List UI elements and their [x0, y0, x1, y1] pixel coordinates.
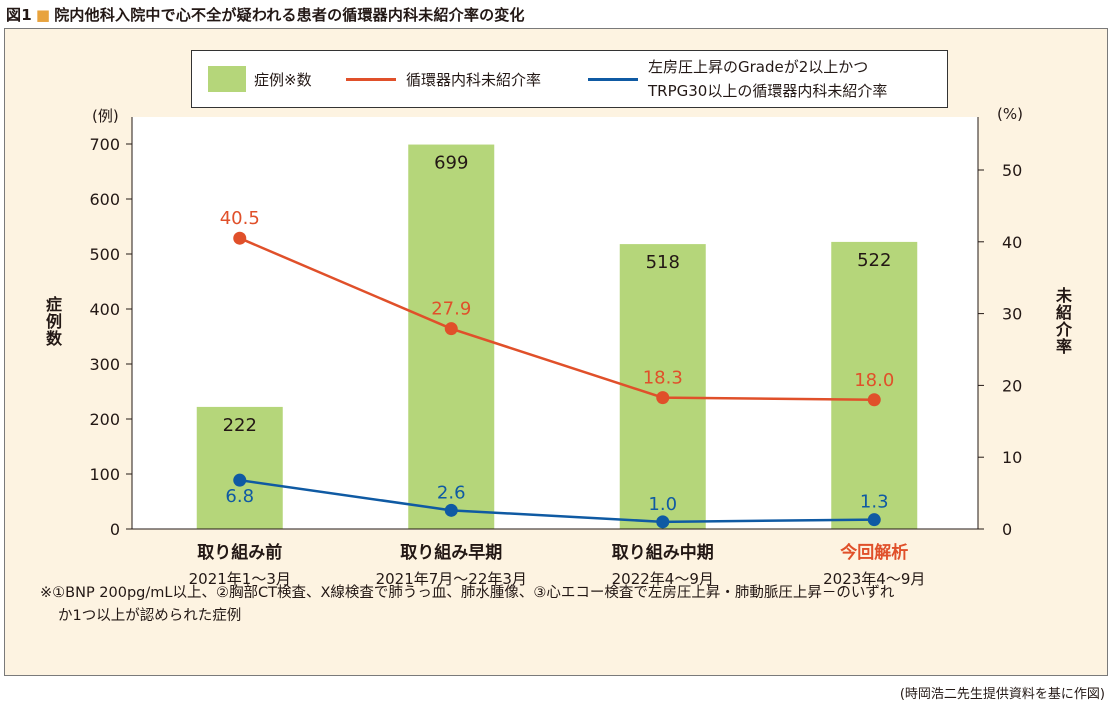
legend-label-cases: 症例※数 [254, 71, 312, 89]
bar-label-1: 699 [434, 153, 468, 174]
bar-1 [408, 144, 495, 530]
chart-svg: 222 699 518 522 0 100 200 300 400 500 600 700 0 10 20… [89, 117, 1022, 588]
line-label-2-2: 1.0 [648, 494, 677, 515]
figure-number: 図1 [6, 6, 32, 24]
y-left-tick-label-500: 500 [89, 245, 120, 264]
y-right-unit: (%) [997, 105, 1023, 123]
category-period-1: 2021年7月～22年3月 [376, 570, 527, 588]
line-label-1-3: 18.0 [854, 370, 894, 391]
source-note: (時岡浩二先生提供資料を基に作図) [899, 687, 1105, 702]
bar-label-2: 518 [646, 252, 680, 273]
y-left-tick-label-600: 600 [89, 190, 120, 209]
legend-label-all: 循環器内科未紹介率 [406, 71, 542, 89]
y-left-tick-label-0: 0 [110, 520, 120, 539]
y-left-tick-label-700: 700 [89, 135, 120, 154]
figure-title: 図1 ■ 院内他科入院中で心不全が疑われる患者の循環器内科未紹介率の変化 [6, 4, 525, 25]
legend-line-sub-swatch [588, 78, 638, 81]
line-point-1-3 [867, 393, 881, 407]
y-left-tick-label-200: 200 [89, 410, 120, 429]
legend-line-all-swatch [346, 78, 396, 81]
legend-label-sub-line1: 左房圧上昇のGradeが2以上かつ [648, 58, 869, 76]
y-left-unit: (例) [92, 107, 119, 125]
footnote: ※①BNP 200pg/mL以上、②胸部CT検査、X線検査で肺うっ血、肺水腫像、… [40, 582, 894, 628]
line-label-2-3: 1.3 [860, 492, 889, 513]
line-point-1-2 [656, 391, 670, 405]
y-right-tick-label-40: 40 [1002, 233, 1022, 252]
category-period-3: 2023年4～9月 [823, 570, 925, 588]
legend-label-sub-line2: TRPG30以上の循環器内科未紹介率 [648, 82, 888, 100]
line-point-1-0 [233, 231, 247, 245]
y-left-axis-label: 症例数 [43, 296, 62, 347]
bar-0 [196, 406, 283, 529]
line-point-1-1 [444, 322, 458, 336]
line-series-1 [239, 237, 875, 402]
y-right-tick-label-50: 50 [1002, 161, 1022, 180]
y-right-tick-label-0: 0 [1002, 520, 1012, 539]
footnote-line2: か1つ以上が認められた症例 [58, 608, 242, 624]
y-left-tick-label-300: 300 [89, 355, 120, 374]
y-right-axis-label: 未紹介率 [1053, 287, 1072, 355]
line-label-2-0: 6.8 [225, 486, 254, 507]
y-right-tick-label-10: 10 [1002, 448, 1022, 467]
category-label-3: 今回解析 [840, 542, 908, 563]
line-label-1-0: 40.5 [220, 208, 260, 229]
y-right-tick-label-20: 20 [1002, 376, 1022, 395]
category-period-2: 2022年4～9月 [612, 570, 714, 588]
legend: 症例※数 循環器内科未紹介率 左房圧上昇のGradeが2以上かつ TRPG30以… [191, 50, 948, 108]
category-label-2: 取り組み中期 [612, 542, 714, 563]
figure-title-text: 院内他科入院中で心不全が疑われる患者の循環器内科未紹介率の変化 [54, 6, 525, 24]
line-point-2-0 [233, 473, 247, 487]
category-period-0: 2021年1～3月 [189, 570, 291, 588]
bar-2 [619, 244, 706, 529]
category-label-0: 取り組み前 [197, 542, 282, 563]
title-marker-icon: ■ [35, 6, 51, 24]
line-point-2-3 [867, 513, 881, 527]
bar-label-3: 522 [857, 250, 891, 271]
bar-label-0: 222 [223, 415, 257, 436]
y-left-tick-label-400: 400 [89, 300, 120, 319]
line-point-2-2 [656, 515, 670, 529]
line-label-1-1: 27.9 [431, 299, 471, 320]
y-left-tick-label-100: 100 [89, 465, 120, 484]
category-label-1: 取り組み早期 [400, 542, 502, 563]
legend-bar-swatch [208, 66, 246, 92]
footnote-line1: ※①BNP 200pg/mL以上、②胸部CT検査、X線検査で肺うっ血、肺水腫像、… [40, 585, 895, 601]
bar-3 [831, 241, 918, 529]
y-right-tick-label-30: 30 [1002, 305, 1022, 324]
line-point-2-1 [444, 503, 458, 517]
line-label-1-2: 18.3 [643, 368, 683, 389]
line-label-2-1: 2.6 [437, 482, 466, 503]
line-series-2 [239, 478, 875, 524]
